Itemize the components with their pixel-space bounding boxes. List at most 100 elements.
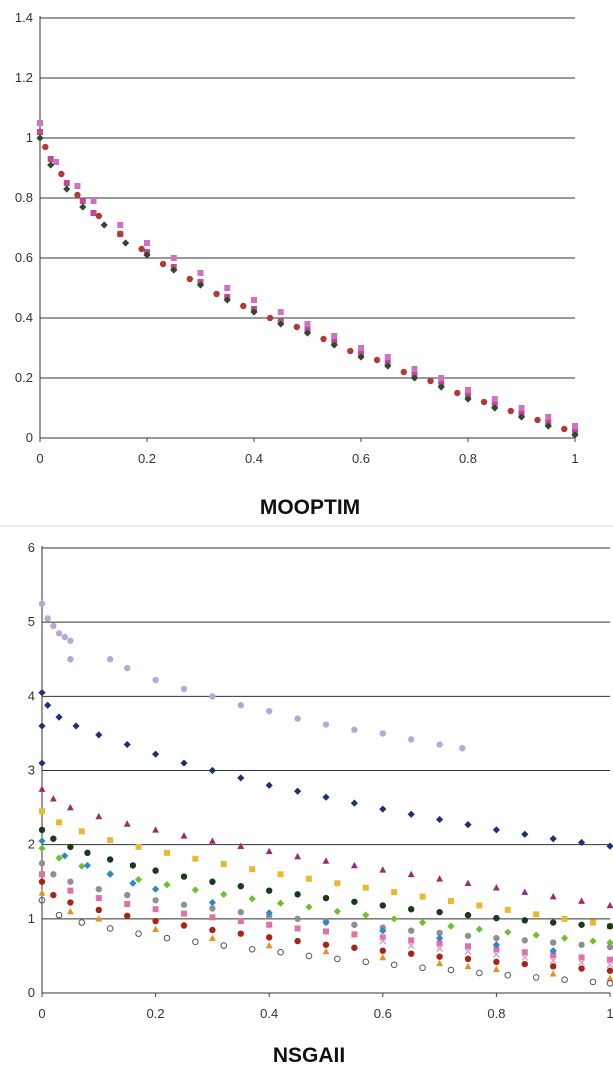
data-point [532,974,540,981]
data-point [294,937,301,945]
data-point [42,143,49,151]
data-point [379,947,386,954]
data-point [209,934,216,941]
data-point [265,781,273,789]
data-point [237,842,245,849]
data-point [492,950,500,958]
data-point [38,837,46,845]
data-point [504,928,512,936]
data-point [152,885,160,893]
data-point [196,281,205,289]
data-point [544,422,552,430]
data-point [135,930,142,937]
y-tick-label: 1 [26,130,33,145]
data-point [493,914,500,922]
data-point [606,943,613,951]
data-point [266,887,273,894]
y-tick-label: 4 [28,688,35,703]
data-point [134,875,143,884]
data-point [180,901,188,908]
data-point [493,946,500,953]
data-point [79,198,86,204]
data-point [208,898,216,907]
y-tick-label: 0 [28,985,35,1000]
data-point [521,937,528,944]
data-point [37,129,43,135]
data-point [209,926,216,934]
data-point [38,722,46,730]
data-point [436,875,443,882]
data-point [50,891,57,899]
data-point [209,914,216,921]
data-point [507,407,514,415]
series-0 [37,129,578,435]
y-tick-label: 0 [26,430,33,445]
data-point [186,275,193,283]
data-point [209,878,216,885]
data-point [56,819,63,826]
data-point [106,925,114,932]
data-point [106,870,114,878]
data-point [464,879,472,887]
data-point [504,906,511,913]
data-point [436,945,444,952]
data-point [100,221,108,229]
data-point [322,793,330,801]
data-point [419,893,426,900]
data-point [418,918,427,927]
data-point [78,862,86,870]
data-point [589,919,596,926]
data-point [124,901,131,907]
data-point [163,849,170,856]
data-point [492,941,500,949]
data-point [39,871,45,878]
data-point [362,884,369,891]
x-tick-label: 1 [606,1006,613,1021]
data-point [37,120,43,126]
data-point [95,812,103,820]
data-point [362,911,370,919]
data-point [521,949,528,956]
data-point [294,925,301,932]
data-point [181,910,187,917]
data-point [408,937,415,944]
data-point [322,894,330,902]
data-point [532,931,540,939]
data-point [90,210,97,216]
y-tick-label: 0.6 [15,250,33,265]
data-point [351,898,358,905]
data-point [521,960,528,968]
data-point [117,230,124,238]
data-point [408,950,415,957]
data-point [362,958,370,966]
data-point [208,766,216,775]
y-tick-label: 1.4 [15,10,33,25]
data-point [410,374,419,382]
data-point [61,852,69,860]
data-point [322,947,330,955]
x-tick-label: 0 [38,1006,45,1021]
data-point [106,856,114,863]
data-point [305,875,312,882]
series-7 [39,871,613,963]
data-point [55,854,63,862]
y-tick-label: 0.2 [15,370,33,385]
data-point [493,958,500,966]
data-point [209,837,216,844]
data-point [220,890,228,898]
series-8 [38,878,613,974]
data-point [44,615,51,622]
y-tick-label: 1 [28,911,35,926]
series-10 [38,896,613,987]
data-point [78,919,86,926]
data-point [38,889,46,896]
data-point [606,901,613,909]
data-point [266,314,274,322]
data-point [277,309,284,315]
data-point [213,290,220,298]
data-point [63,180,70,186]
data-point [144,240,150,246]
data-point [63,185,71,193]
data-point [129,879,137,887]
data-point [491,396,498,402]
